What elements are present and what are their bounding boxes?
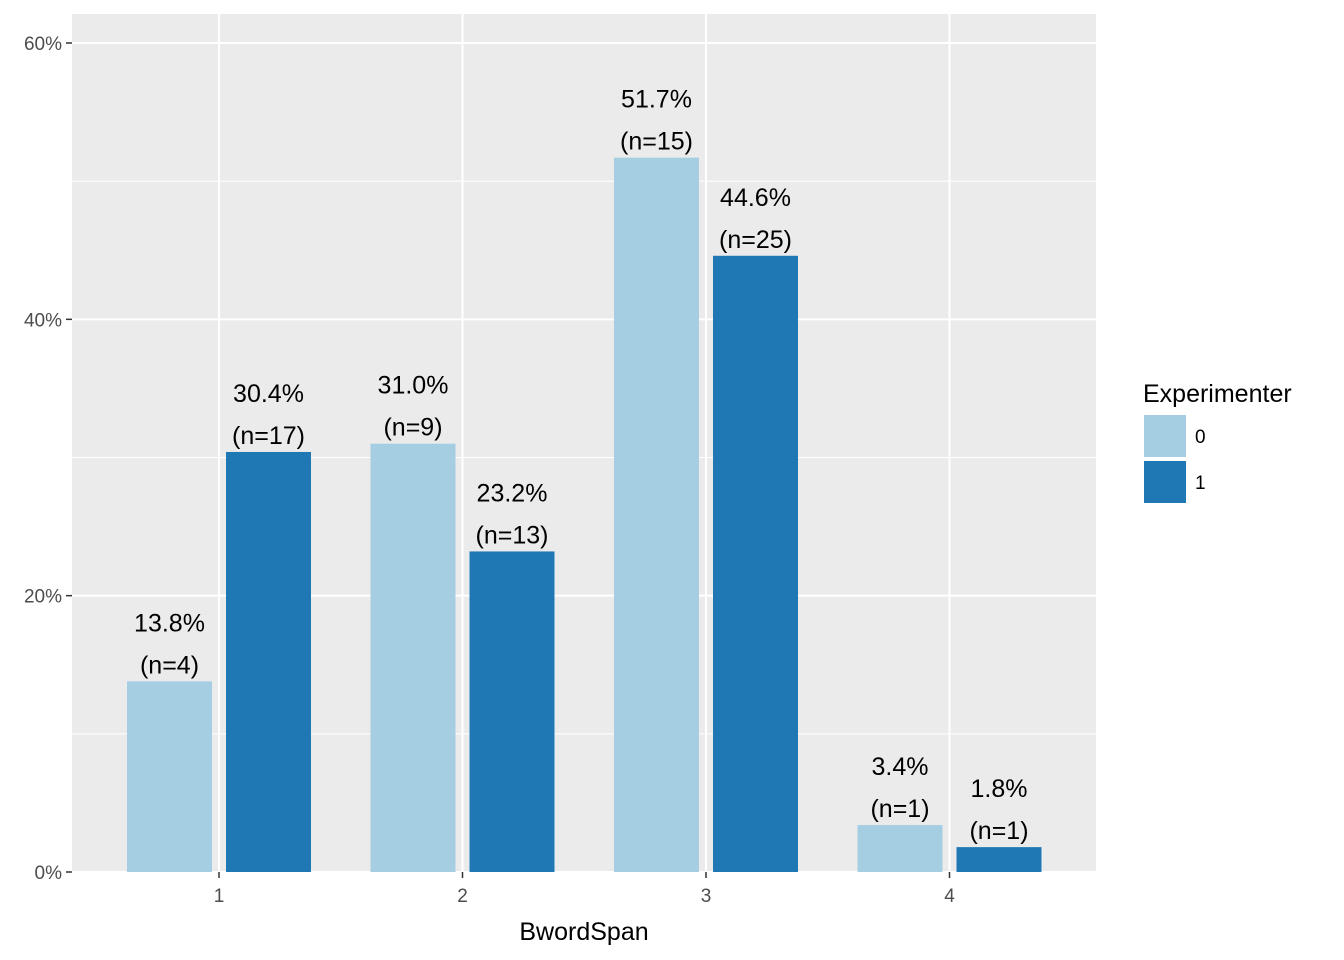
x-tick-label: 3 [701,886,712,907]
plot-panel [72,14,1096,872]
data-label-percent: 13.8% [134,609,205,637]
bar [713,255,798,872]
data-label-percent: 51.7% [621,86,692,114]
y-tick-label: 0% [35,863,63,884]
y-tick-label: 40% [24,310,62,331]
bar [956,847,1042,872]
legend: Experimenter 01 [1143,380,1292,503]
data-label-count: (n=13) [476,521,549,549]
legend-label: 0 [1195,427,1206,448]
bar [127,681,212,872]
data-labels: 13.8% (n=4) 30.4% (n=17) 31.0% (n=9) 23.2% (n=1… [134,86,1028,845]
legend-items: 01 [1144,415,1206,503]
data-label-percent: 3.4% [872,753,929,781]
x-tick-label: 4 [944,886,955,907]
data-label-percent: 31.0% [378,372,449,400]
bar [857,825,943,872]
bar [226,451,311,872]
legend-label: 1 [1195,473,1206,494]
legend-key [1144,461,1186,503]
bars [127,157,1042,872]
bar [370,443,456,872]
data-label-count: (n=17) [232,422,305,450]
data-label-count: (n=15) [620,128,693,156]
legend-title: Experimenter [1143,380,1292,408]
data-label-percent: 44.6% [720,184,791,212]
x-tick-label: 2 [457,886,468,907]
bar [614,157,699,872]
y-axis: 0% 20% 40% 60% [24,34,72,884]
data-label-count: (n=9) [383,414,442,442]
data-label-percent: 30.4% [233,380,304,408]
data-label-count: (n=1) [969,817,1028,845]
data-label-count: (n=1) [870,795,929,823]
x-tick-label: 1 [214,886,225,907]
data-label-percent: 1.8% [971,775,1028,803]
y-tick-label: 20% [24,587,62,608]
data-label-percent: 23.2% [477,479,548,507]
y-tick-label: 60% [24,34,62,55]
x-axis: 1 2 3 4 [214,872,955,907]
data-label-count: (n=25) [719,226,792,254]
legend-key [1144,415,1186,457]
x-axis-title: BwordSpan [519,918,648,946]
bar [469,551,555,872]
data-label-count: (n=4) [140,651,199,679]
